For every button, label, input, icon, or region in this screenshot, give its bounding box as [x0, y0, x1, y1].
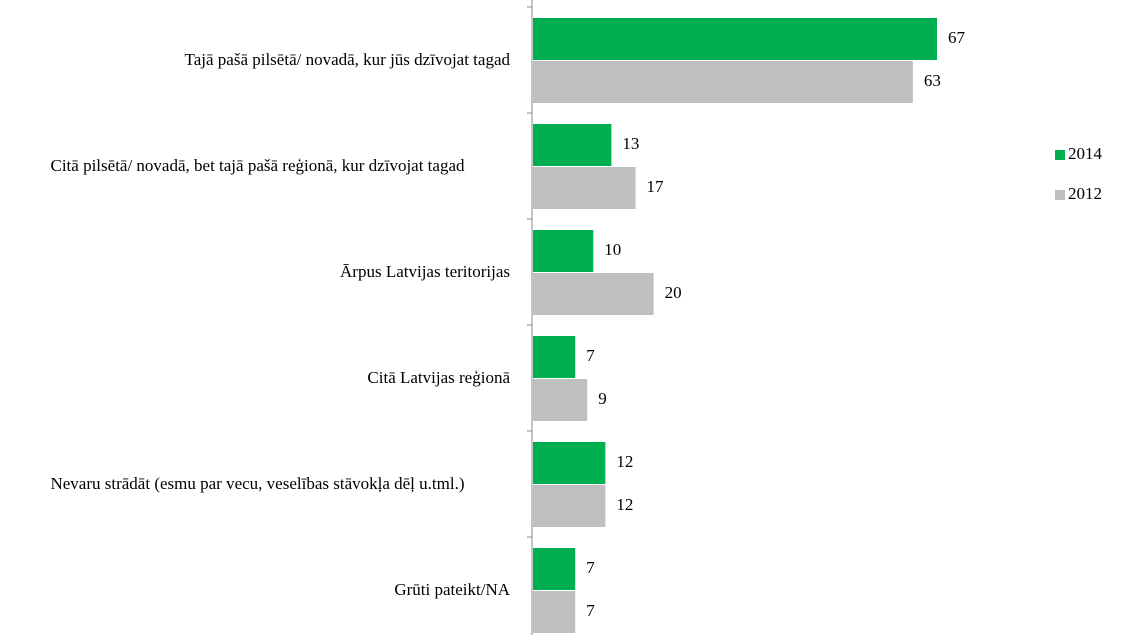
bar	[533, 273, 654, 315]
bar	[533, 548, 576, 590]
bar	[533, 442, 606, 484]
bar	[533, 485, 606, 527]
legend-swatch	[1055, 150, 1065, 160]
category-label: Ārpus Latvijas teritorijas	[340, 262, 510, 281]
bar	[533, 124, 612, 166]
bar	[533, 167, 636, 209]
category-label: Nevaru strādāt (esmu par vecu, veselības…	[50, 474, 465, 493]
category-label: Grūti pateikt/NA	[394, 580, 510, 599]
bar	[533, 591, 576, 633]
category-label: Citā Latvijas reģionā	[367, 368, 510, 387]
value-label: 67	[948, 28, 966, 47]
bar	[533, 61, 913, 103]
value-label: 7	[586, 346, 595, 365]
value-label: 12	[616, 452, 633, 471]
value-label: 9	[598, 389, 607, 408]
value-label: 63	[924, 71, 941, 90]
category-label: Citā pilsētā/ novadā, bet tajā pašā reģi…	[50, 156, 465, 175]
legend-label: 2012	[1068, 184, 1102, 203]
legend-swatch	[1055, 190, 1065, 200]
bar	[533, 336, 576, 378]
category-label: Tajā pašā pilsētā/ novadā, kur jūs dzīvo…	[184, 50, 510, 69]
value-label: 7	[586, 601, 595, 620]
value-label: 20	[665, 283, 682, 302]
value-label: 12	[616, 495, 633, 514]
bar	[533, 379, 588, 421]
value-label: 17	[647, 177, 665, 196]
value-label: 7	[586, 558, 595, 577]
bar	[533, 230, 594, 272]
bar	[533, 18, 938, 60]
value-label: 10	[604, 240, 621, 259]
value-label: 13	[622, 134, 639, 153]
legend-label: 2014	[1068, 144, 1103, 163]
